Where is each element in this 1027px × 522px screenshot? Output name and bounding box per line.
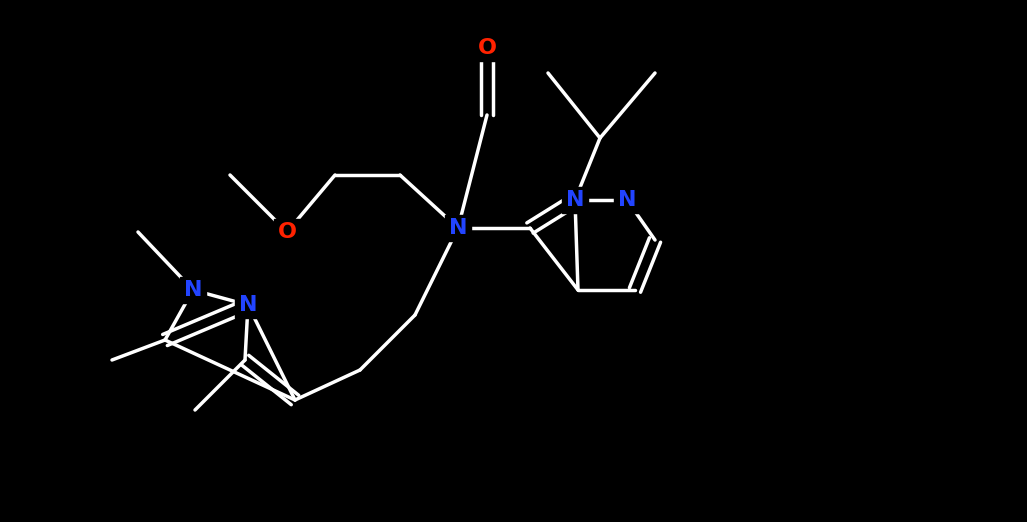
Text: O: O [277, 222, 297, 242]
Text: N: N [184, 280, 202, 300]
Bar [474, 35, 500, 61]
Text: N: N [238, 295, 257, 315]
Text: O: O [478, 38, 496, 58]
Text: N: N [618, 190, 637, 210]
Bar [274, 219, 300, 245]
Bar [180, 277, 206, 303]
Text: N: N [449, 218, 467, 238]
Bar [562, 187, 588, 213]
Bar [235, 292, 261, 318]
Bar [614, 187, 640, 213]
Bar [445, 215, 471, 241]
Text: N: N [566, 190, 584, 210]
